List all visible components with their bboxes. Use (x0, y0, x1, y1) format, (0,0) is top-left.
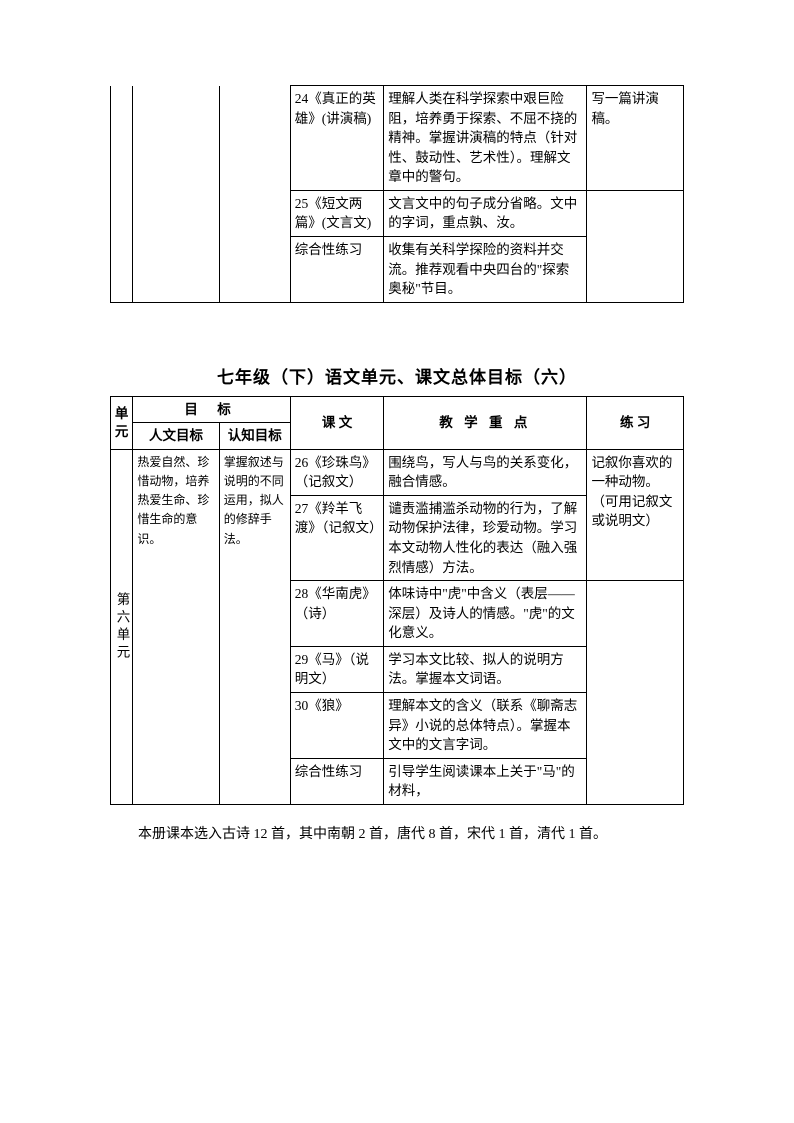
lesson-cell: 24《真正的英雄》(讲演稿) (290, 86, 383, 191)
table-unit-six: 单元 目 标 课 文 教 学 重 点 练 习 人文目标 认知目标 第六单元 热爱… (110, 396, 684, 805)
lesson-cell: 29《马》（说明文） (290, 646, 383, 692)
focus-cell: 围绕鸟，写人与鸟的关系变化，融合情感。 (384, 449, 587, 495)
human-goal-cell-empty (133, 86, 219, 303)
lesson-cell: 25《短文两篇》(文言文) (290, 190, 383, 236)
table-unit-five-continuation: 24《真正的英雄》(讲演稿) 理解人类在科学探索中艰巨险阻，培养勇于探索、不屈不… (110, 85, 684, 303)
exercise-cell-empty (587, 581, 684, 805)
table-row: 第六单元 热爱自然、珍惜动物，培养热爱生命、珍惜生命的意识。 掌握叙述与说明的不… (111, 449, 684, 495)
header-cognitive-goal: 认知目标 (219, 423, 290, 450)
header-goals: 目 标 (133, 396, 290, 423)
lesson-cell: 26《珍珠鸟》（记叙文） (290, 449, 383, 495)
focus-cell: 引导学生阅读课本上关于"马"的材料， (384, 758, 587, 804)
focus-cell: 收集有关科学探险的资料并交流。推荐观看中央四台的"探索奥秘"节目。 (384, 236, 587, 302)
section-title: 七年级（下）语文单元、课文总体目标（六） (110, 363, 684, 388)
focus-cell: 谴责滥捕滥杀动物的行为，了解动物保护法律，珍爱动物。学习本文动物人性化的表达（融… (384, 495, 587, 580)
unit-label: 第六单元 (111, 449, 133, 804)
header-exercise: 练 习 (587, 396, 684, 449)
focus-cell: 理解人类在科学探索中艰巨险阻，培养勇于探索、不屈不挠的精神。掌握讲演稿的特点（针… (384, 86, 587, 191)
cognitive-goal-cell-empty (219, 86, 290, 303)
lesson-cell: 30《狼》 (290, 692, 383, 758)
header-lesson: 课 文 (290, 396, 383, 449)
cognitive-goal-text: 掌握叙述与说明的不同运用，拟人的修辞手法。 (219, 449, 290, 804)
lesson-cell: 综合性练习 (290, 758, 383, 804)
exercise-cell (587, 190, 684, 302)
exercise-cell: 写一篇讲演稿。 (587, 86, 684, 191)
focus-cell: 学习本文比较、拟人的说明方法。掌握本文词语。 (384, 646, 587, 692)
exercise-cell: 记叙你喜欢的一种动物。（可用记叙文或说明文） (587, 449, 684, 580)
unit-cell-empty (111, 86, 133, 303)
table-header-row: 单元 目 标 课 文 教 学 重 点 练 习 (111, 396, 684, 423)
lesson-cell: 综合性练习 (290, 236, 383, 302)
table-row: 24《真正的英雄》(讲演稿) 理解人类在科学探索中艰巨险阻，培养勇于探索、不屈不… (111, 86, 684, 191)
header-unit: 单元 (111, 396, 133, 449)
lesson-cell: 27《羚羊飞渡》（记叙文） (290, 495, 383, 580)
lesson-cell: 28《华南虎》（诗） (290, 581, 383, 647)
footnote-text: 本册课本选入古诗 12 首，其中南朝 2 首，唐代 8 首，宋代 1 首，清代 … (110, 823, 684, 843)
header-human-goal: 人文目标 (133, 423, 219, 450)
focus-cell: 理解本文的含义（联系《聊斋志异》小说的总体特点）。掌握本文中的文言字词。 (384, 692, 587, 758)
focus-cell: 文言文中的句子成分省略。文中的字词，重点孰、汝。 (384, 190, 587, 236)
human-goal-text: 热爱自然、珍惜动物，培养热爱生命、珍惜生命的意识。 (133, 449, 219, 804)
header-focus: 教 学 重 点 (384, 396, 587, 449)
focus-cell: 体味诗中"虎"中含义（表层——深层）及诗人的情感。"虎"的文化意义。 (384, 581, 587, 647)
